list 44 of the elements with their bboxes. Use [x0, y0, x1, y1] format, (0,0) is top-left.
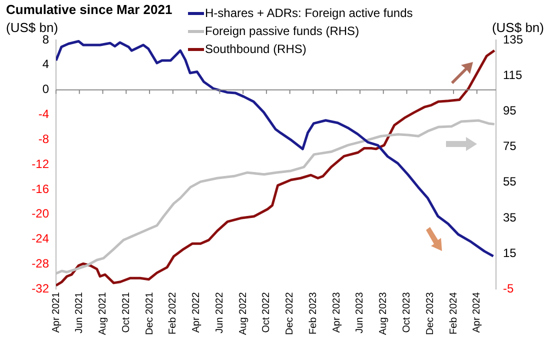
x-tick-label: Aug 2021 — [98, 292, 109, 336]
x-tick-label: Oct 2022 — [261, 292, 272, 333]
x-tick-label: Apr 2024 — [472, 292, 483, 333]
y-tick-label: 4 — [42, 57, 50, 72]
y-tick-label: -28 — [32, 256, 50, 271]
y2-axis-title: (US$ bn) — [492, 20, 544, 35]
x-tick-label: Apr 2022 — [191, 292, 202, 333]
y2-tick-label: 75 — [503, 139, 517, 154]
y-tick-label: -32 — [32, 281, 50, 296]
x-tick-label: Oct 2021 — [120, 292, 132, 333]
legend-label: H-shares + ADRs: Foreign active funds — [205, 5, 413, 22]
y-tick-label: -16 — [32, 182, 50, 196]
y-tick-label: -4 — [38, 107, 50, 122]
y-tick-label: -12 — [32, 156, 50, 171]
x-tick-label: Oct 2023 — [402, 292, 413, 333]
y2-tick-label: 135 — [503, 32, 524, 46]
y-tick-label: -24 — [32, 232, 50, 246]
x-tick-label: Aug 2022 — [238, 292, 249, 336]
y2-tick-label: 35 — [503, 210, 517, 224]
y-tick-label: 8 — [42, 32, 50, 46]
legend-label: Foreign passive funds (RHS) — [205, 23, 360, 40]
chart-title: Cumulative since Mar 2021 — [6, 2, 172, 17]
x-tick-label: Jun 2022 — [214, 292, 226, 334]
x-tick-label: Aug 2023 — [378, 292, 390, 336]
y-tick-label: -8 — [38, 132, 50, 146]
y2-tick-label: 55 — [503, 174, 517, 189]
x-tick-label: Dec 2023 — [424, 292, 436, 335]
legend-label: Southbound (RHS) — [205, 41, 306, 58]
y-tick-label: 0 — [42, 82, 50, 96]
y2-tick-label: 115 — [503, 68, 522, 82]
x-tick-label: Dec 2021 — [144, 292, 156, 335]
x-tick-label: Apr 2023 — [331, 292, 342, 333]
y2-tick-label: 95 — [503, 104, 517, 118]
x-tick-label: Feb 2024 — [448, 292, 460, 334]
x-tick-label: Dec 2022 — [284, 292, 296, 335]
x-tick-label: Feb 2023 — [308, 292, 319, 334]
x-tick-label: Jun 2023 — [354, 292, 366, 334]
x-tick-label: Jun 2021 — [74, 292, 86, 334]
x-tick-label: Apr 2021 — [50, 292, 62, 333]
y-axis-title: (US$ bn) — [6, 20, 58, 35]
y2-tick-label: -5 — [503, 281, 514, 296]
y-tick-label: -20 — [32, 206, 50, 221]
y2-tick-label: 15 — [503, 246, 517, 260]
x-tick-label: Feb 2022 — [168, 292, 179, 334]
